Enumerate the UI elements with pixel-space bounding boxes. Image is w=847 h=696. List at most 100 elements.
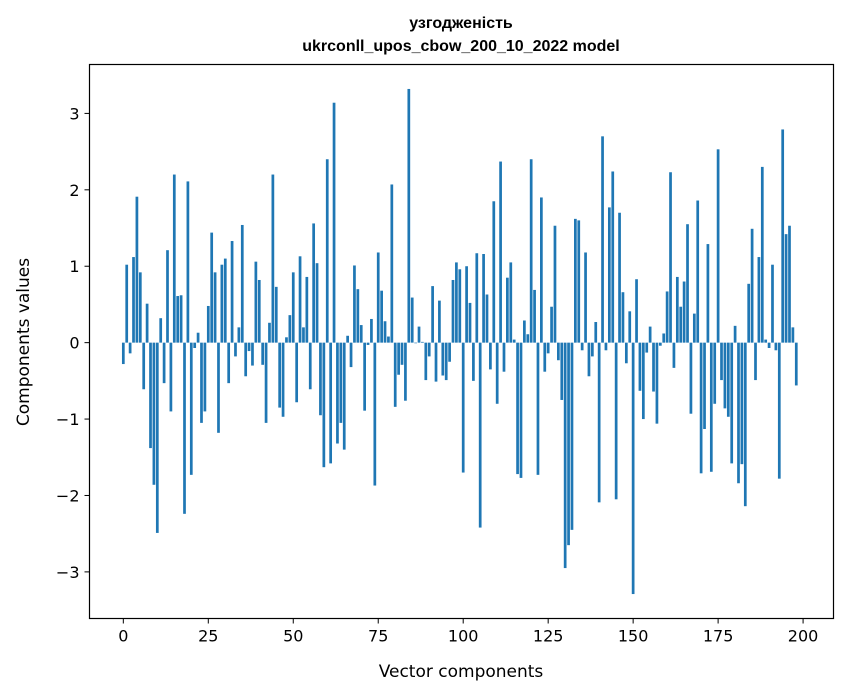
bar-component-57: [315, 263, 319, 343]
bar-component-43: [268, 322, 271, 343]
bar-component-73: [370, 318, 373, 343]
bar-component-136: [584, 252, 587, 343]
bar-component-187: [757, 257, 761, 343]
bar-component-95: [444, 342, 448, 381]
bar-component-181: [737, 342, 740, 484]
bar-component-132: [570, 342, 574, 530]
bar-component-61: [329, 342, 333, 464]
bar-component-50: [291, 272, 295, 343]
bar-component-138: [590, 342, 594, 357]
bar-component-146: [618, 212, 621, 343]
bar-component-101: [465, 266, 468, 343]
bar-component-159: [662, 333, 666, 343]
bar-component-71: [363, 342, 366, 411]
bar-component-179: [730, 342, 734, 464]
bar-component-118: [523, 320, 526, 343]
bar-component-68: [353, 265, 356, 343]
bar-component-148: [624, 342, 628, 364]
bar-component-189: [764, 339, 768, 343]
bar-component-186: [754, 342, 757, 381]
y-tick-label: −1: [56, 410, 80, 429]
bar-component-58: [319, 342, 322, 416]
x-tick-label: 25: [198, 627, 218, 646]
bar-component-163: [675, 276, 679, 343]
bar-component-166: [686, 224, 689, 343]
bar-component-77: [383, 321, 387, 343]
bar-component-152: [638, 342, 642, 391]
bar-component-26: [210, 232, 214, 343]
bar-component-114: [509, 262, 513, 343]
bar-component-74: [373, 342, 377, 486]
bar-component-16: [176, 296, 180, 343]
bar-component-35: [240, 224, 244, 343]
bar-component-173: [709, 342, 713, 472]
bar-component-41: [261, 342, 265, 365]
bar-component-175: [716, 149, 720, 343]
bar-component-190: [767, 342, 771, 348]
bar-component-188: [760, 166, 764, 343]
bar-component-72: [366, 342, 370, 345]
bar-component-150: [631, 342, 635, 595]
bar-component-82: [400, 342, 404, 365]
bar-component-40: [257, 279, 261, 343]
bar-component-7: [145, 303, 149, 343]
bar-component-111: [499, 161, 502, 343]
bar-component-11: [159, 318, 163, 343]
bar-component-154: [645, 342, 649, 353]
bar-component-127: [553, 225, 557, 343]
bar-component-184: [747, 283, 751, 343]
bar-component-60: [325, 159, 329, 343]
x-tick-label: 175: [703, 627, 734, 646]
bar-component-170: [699, 342, 703, 474]
chart-subtitle: ukrconll_upos_cbow_200_10_2022 model: [302, 38, 619, 55]
bar-component-14: [169, 342, 173, 412]
y-axis: −3 −2 −1 0 1 2 3: [56, 104, 90, 582]
bar-component-129: [560, 342, 564, 400]
bar-component-122: [536, 342, 540, 475]
bar-component-106: [482, 254, 485, 343]
bar-component-192: [774, 342, 778, 351]
bar-component-143: [607, 207, 611, 343]
bar-component-183: [743, 342, 747, 507]
bar-component-3: [132, 257, 135, 343]
bar-component-10: [155, 342, 159, 533]
bar-component-88: [421, 341, 424, 343]
bar-component-38: [251, 342, 254, 366]
bar-component-135: [580, 342, 584, 351]
y-tick-label: −2: [56, 486, 80, 505]
bar-component-107: [485, 294, 489, 343]
bar-component-31: [227, 342, 231, 384]
bar-component-46: [278, 342, 282, 408]
bar-component-167: [689, 342, 693, 414]
bar-component-144: [611, 171, 615, 343]
bar-component-85: [410, 297, 414, 343]
bar-component-117: [519, 342, 523, 478]
bar-component-93: [438, 300, 441, 343]
y-tick-label: 1: [69, 257, 79, 276]
bar-component-47: [281, 342, 285, 417]
bar-component-110: [495, 342, 499, 404]
bar-component-80: [393, 342, 397, 407]
bar-component-164: [679, 306, 683, 343]
bar-component-56: [312, 223, 316, 343]
bar-component-176: [720, 342, 723, 381]
bar-component-32: [230, 241, 234, 343]
bar-component-147: [621, 292, 625, 343]
bar-component-155: [648, 326, 652, 343]
bar-component-20: [189, 342, 193, 475]
bar-component-18: [183, 342, 186, 514]
bar-component-116: [516, 342, 519, 475]
bar-component-30: [223, 258, 227, 343]
bar-component-142: [604, 342, 608, 351]
bar-component-196: [788, 225, 791, 343]
bar-component-125: [546, 342, 550, 354]
bar-component-21: [193, 342, 197, 348]
bar-component-139: [594, 322, 598, 343]
bar-component-28: [217, 342, 220, 433]
bar-component-55: [308, 342, 312, 390]
bar-component-1: [125, 264, 129, 343]
bar-component-102: [468, 302, 472, 343]
x-tick-label: 125: [533, 627, 564, 646]
